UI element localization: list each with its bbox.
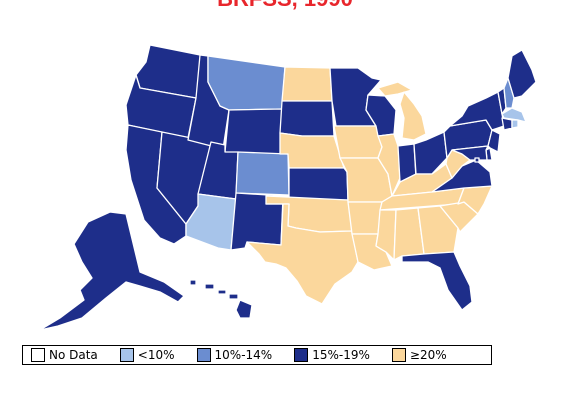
- legend-item-15-19: 15%-19%: [294, 348, 370, 362]
- state-MT[interactable]: [207, 55, 286, 111]
- state-WY[interactable]: [224, 108, 283, 156]
- state-NJ[interactable]: [487, 129, 501, 153]
- state-DC[interactable]: [474, 157, 480, 163]
- state-NH[interactable]: [503, 77, 515, 109]
- map-title: BRFSS, 1990: [0, 0, 570, 12]
- state-ME[interactable]: [507, 49, 537, 99]
- legend-label-10-14: 10%-14%: [214, 348, 273, 362]
- legend-swatch-lt10: [119, 348, 134, 362]
- legend-label-ge20: ≥20%: [409, 348, 447, 362]
- state-NE[interactable]: [279, 132, 345, 169]
- legend-label-no-data: No Data: [49, 348, 98, 362]
- state-ND[interactable]: [281, 66, 333, 102]
- state-FL[interactable]: [401, 251, 473, 311]
- legend-label-lt10: <10%: [137, 348, 175, 362]
- us-choropleth-map: [39, 44, 537, 331]
- state-RI[interactable]: [511, 119, 519, 129]
- state-HI[interactable]: [189, 279, 253, 319]
- state-TX[interactable]: [246, 203, 359, 305]
- state-GA[interactable]: [417, 205, 459, 255]
- legend-swatch-no-data: [31, 348, 45, 362]
- state-KS[interactable]: [288, 167, 349, 201]
- legend-item-no-data: No Data: [31, 348, 98, 362]
- state-IA[interactable]: [333, 125, 383, 159]
- map-legend: No Data <10% 10%-14% 15%-19% ≥20%: [22, 345, 492, 365]
- state-AR[interactable]: [347, 201, 383, 235]
- legend-swatch-ge20: [391, 348, 406, 362]
- state-CO[interactable]: [235, 151, 290, 196]
- state-MI[interactable]: [377, 81, 427, 141]
- state-SD[interactable]: [279, 100, 335, 137]
- state-AK[interactable]: [39, 211, 185, 331]
- state-CT[interactable]: [501, 117, 513, 131]
- legend-item-ge20: ≥20%: [391, 348, 447, 362]
- legend-item-10-14: 10%-14%: [196, 348, 273, 362]
- state-MD[interactable]: [451, 145, 489, 161]
- legend-swatch-15-19: [294, 348, 309, 362]
- legend-label-15-19: 15%-19%: [312, 348, 370, 362]
- legend-swatch-10-14: [196, 348, 211, 362]
- legend-item-lt10: <10%: [119, 348, 175, 362]
